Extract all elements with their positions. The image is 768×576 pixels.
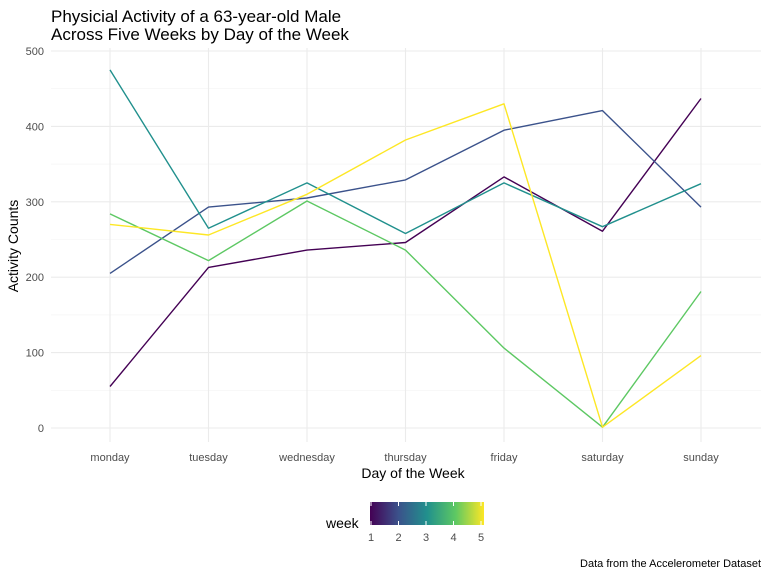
x-tick-label: saturday — [581, 452, 624, 464]
series-line-week-1 — [109, 98, 702, 387]
x-tick-label: tuesday — [189, 452, 228, 464]
chart-caption: Data from the Accelerometer Dataset — [580, 558, 761, 570]
y-axis-ticks: 0 100 200 300 400 500 — [26, 46, 44, 435]
x-tick-label: thursday — [384, 452, 427, 464]
y-tick-label: 400 — [26, 121, 44, 133]
legend-colorbar — [370, 502, 484, 525]
legend-tick-label: 5 — [478, 532, 484, 544]
y-tick-label: 500 — [26, 46, 44, 58]
x-tick-label: monday — [90, 452, 130, 464]
legend-tick-label: 3 — [423, 532, 429, 544]
series-line-week-2 — [109, 109, 702, 274]
series-line-week-3 — [109, 69, 702, 235]
chart-title-line2: Across Five Weeks by Day of the Week — [51, 25, 349, 44]
y-tick-label: 200 — [26, 272, 44, 284]
series-lines — [109, 69, 702, 428]
x-tick-label: sunday — [683, 452, 719, 464]
plot-grid — [51, 48, 761, 442]
legend-tick-label: 4 — [450, 532, 456, 544]
y-tick-label: 300 — [26, 197, 44, 209]
legend-title: week — [325, 515, 360, 531]
x-tick-label: wednesday — [278, 452, 335, 464]
y-tick-label: 100 — [26, 348, 44, 360]
x-axis-title: Day of the Week — [361, 465, 465, 481]
x-tick-label: friday — [491, 452, 518, 464]
chart-title-line1: Physicial Activity of a 63-year-old Male — [51, 7, 341, 26]
y-tick-label: 0 — [38, 423, 44, 435]
legend-ticks: 1 2 3 4 5 — [368, 502, 484, 544]
x-axis-ticks: monday tuesday wednesday thursday friday satu… — [90, 452, 719, 464]
week-legend: week 1 2 3 4 5 — [325, 502, 484, 544]
legend-tick-label: 1 — [368, 532, 374, 544]
y-axis-title: Activity Counts — [5, 200, 21, 293]
legend-tick-label: 2 — [395, 532, 401, 544]
series-line-week-5 — [109, 103, 702, 428]
